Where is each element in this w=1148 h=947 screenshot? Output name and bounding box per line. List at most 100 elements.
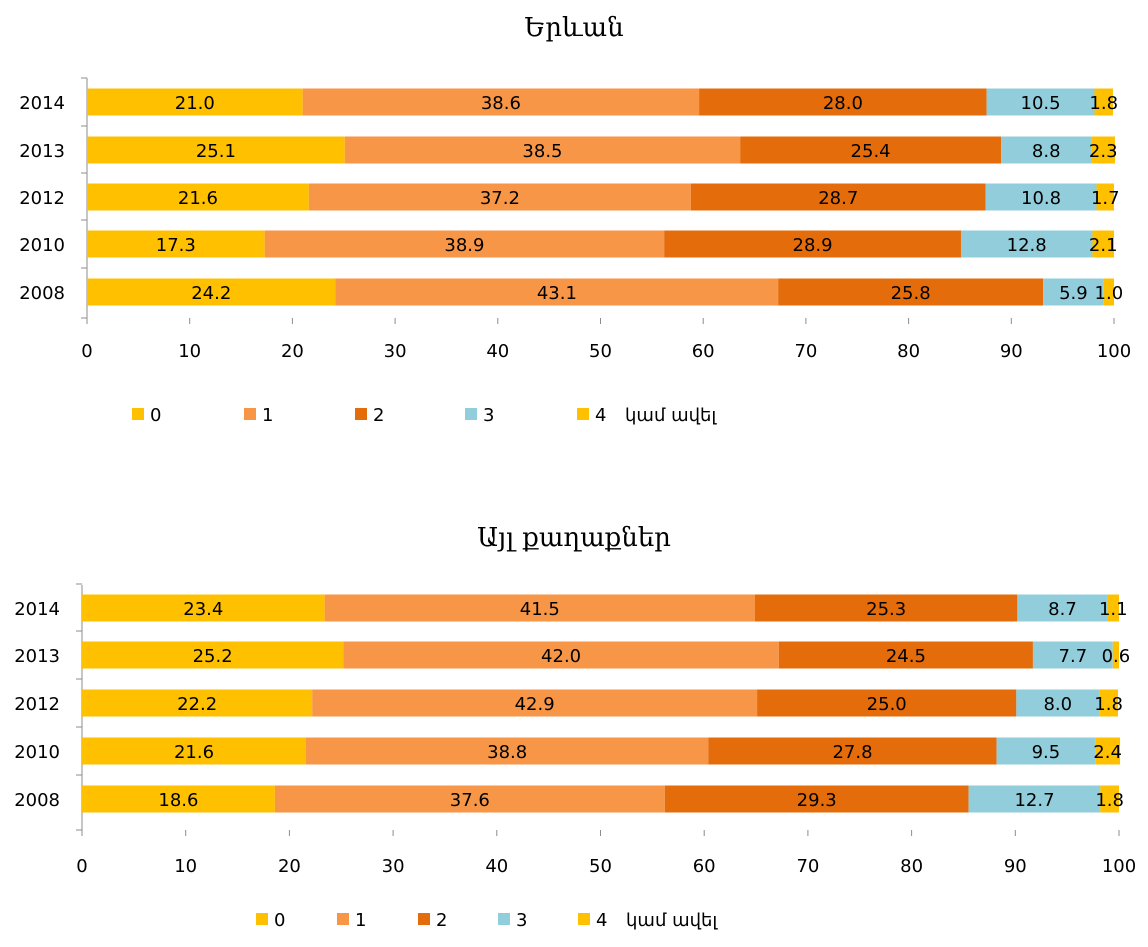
bar-segment — [1100, 785, 1119, 813]
data-label: 2.1 — [1089, 235, 1118, 256]
data-label: 12.7 — [1014, 790, 1054, 811]
data-label: 28.7 — [818, 188, 858, 209]
bar-segment — [1001, 136, 1092, 164]
data-label: 37.2 — [480, 188, 520, 209]
bar-segment — [968, 785, 1101, 813]
bar-segment — [1096, 183, 1114, 211]
x-tick-label: 20 — [281, 341, 304, 362]
data-label: 25.3 — [866, 599, 906, 620]
data-label: 21.6 — [174, 742, 214, 763]
x-tick-label: 40 — [485, 856, 508, 877]
bar-segment — [1095, 737, 1121, 765]
bar-segment — [1043, 278, 1104, 306]
y-category-label: 2010 — [14, 742, 60, 763]
x-tick-label: 50 — [589, 341, 612, 362]
bar-segment — [996, 737, 1096, 765]
y-category-label: 2012 — [14, 694, 60, 715]
bar-segment — [708, 737, 997, 765]
x-tick-label: 60 — [693, 856, 716, 877]
data-label: 1.8 — [1089, 93, 1118, 114]
data-label: 27.8 — [832, 742, 872, 763]
bar-segment — [312, 689, 758, 717]
data-label: 25.1 — [196, 141, 236, 162]
bar-segment — [699, 88, 987, 116]
data-label: 2.3 — [1089, 141, 1118, 162]
data-label: 28.0 — [823, 93, 863, 114]
bar-segment — [960, 230, 1093, 258]
data-label: 43.1 — [537, 283, 577, 304]
bar-segment — [740, 136, 1002, 164]
data-label: 2.4 — [1093, 742, 1122, 763]
data-label: 9.5 — [1032, 742, 1061, 763]
bar-segment — [1107, 594, 1119, 622]
data-label: 38.9 — [444, 235, 484, 256]
data-label: 21.6 — [178, 188, 218, 209]
bar-segment — [1112, 641, 1119, 669]
x-tick-label: 90 — [1000, 341, 1023, 362]
legend-swatch — [337, 913, 349, 925]
legend-swatch — [465, 408, 477, 420]
bar-segment — [1017, 594, 1108, 622]
bar-segment — [1032, 641, 1113, 669]
legend-label: 4 — [595, 405, 606, 426]
y-category-label: 2010 — [19, 235, 65, 256]
data-label: 17.3 — [156, 235, 196, 256]
legend-label: 1 — [355, 910, 366, 931]
data-label: 8.8 — [1032, 141, 1061, 162]
legend-label: 2 — [373, 405, 384, 426]
legend-label: 2 — [436, 910, 447, 931]
legend-swatch — [244, 408, 256, 420]
data-label: 38.8 — [487, 742, 527, 763]
bar-segment — [87, 230, 265, 258]
data-label: 38.6 — [481, 93, 521, 114]
chart-title: Այլ քաղաքներ — [477, 523, 671, 553]
data-label: 25.4 — [851, 141, 891, 162]
data-label: 42.0 — [541, 646, 581, 667]
data-label: 8.7 — [1048, 599, 1077, 620]
y-category-label: 2014 — [19, 93, 65, 114]
bar-segment — [82, 785, 275, 813]
bar-segment — [986, 88, 1095, 116]
legend-label: 1 — [262, 405, 273, 426]
bar-segment — [87, 136, 345, 164]
bar-segment — [335, 278, 779, 306]
data-label: 18.6 — [158, 790, 198, 811]
data-label: 41.5 — [520, 599, 560, 620]
x-tick-label: 70 — [796, 856, 819, 877]
bar-segment — [985, 183, 1097, 211]
legend-swatch — [132, 408, 144, 420]
bar-segment — [87, 88, 303, 116]
data-label: 0.6 — [1102, 646, 1131, 667]
bar-segment — [664, 230, 961, 258]
legend-swatch — [498, 913, 510, 925]
data-label: 25.8 — [891, 283, 931, 304]
bar-segment — [302, 88, 700, 116]
data-label: 1.8 — [1095, 790, 1124, 811]
data-label: 42.9 — [515, 694, 555, 715]
bar-segment — [757, 689, 1017, 717]
y-category-label: 2013 — [14, 646, 60, 667]
data-label: 28.9 — [793, 235, 833, 256]
bar-segment — [87, 278, 336, 306]
data-label: 37.6 — [450, 790, 490, 811]
x-tick-label: 10 — [174, 856, 197, 877]
y-category-label: 2013 — [19, 141, 65, 162]
data-label: 25.2 — [193, 646, 233, 667]
x-tick-label: 100 — [1102, 856, 1136, 877]
legend-label: 4 — [596, 910, 607, 931]
legend-label: 3 — [516, 910, 527, 931]
bar-segment — [690, 183, 986, 211]
y-category-label: 2012 — [19, 188, 65, 209]
data-label: 12.8 — [1007, 235, 1047, 256]
legend-label: 0 — [150, 405, 161, 426]
data-label: 38.5 — [522, 141, 562, 162]
bar-segment — [1099, 689, 1118, 717]
x-tick-label: 10 — [178, 341, 201, 362]
data-label: 10.5 — [1021, 93, 1061, 114]
data-label: 23.4 — [183, 599, 223, 620]
legend-label: 0 — [274, 910, 285, 931]
data-label: 1.0 — [1095, 283, 1124, 304]
bar-segment — [324, 594, 756, 622]
data-label: 5.9 — [1059, 283, 1088, 304]
